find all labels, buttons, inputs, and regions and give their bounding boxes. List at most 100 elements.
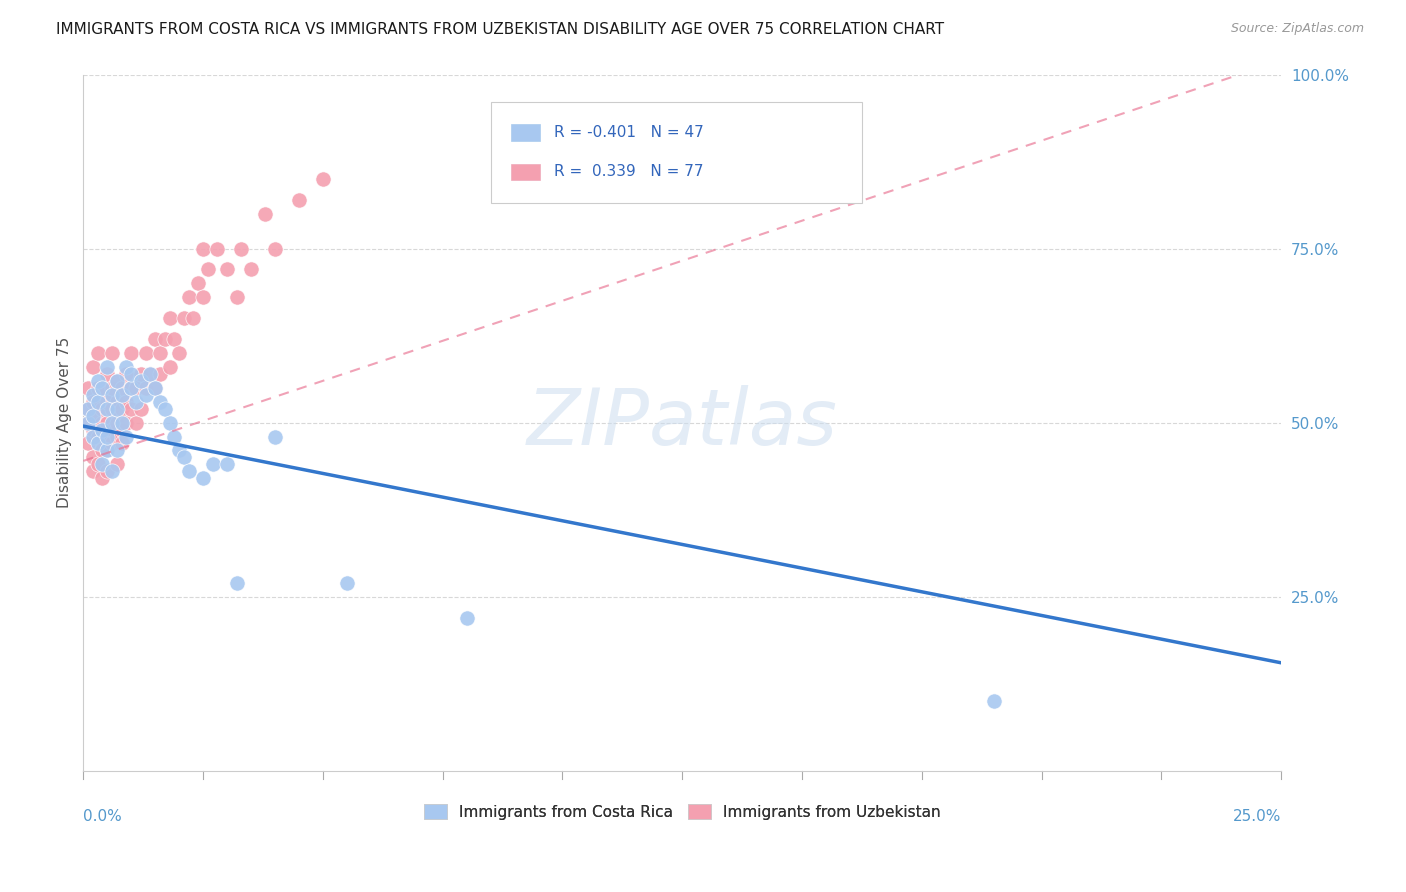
Point: [207, 242, 229, 256]
Point: [111, 401, 134, 416]
Point: [82, 423, 104, 437]
Point: [105, 443, 128, 458]
Point: [129, 367, 152, 381]
Point: [77, 381, 100, 395]
Point: [288, 193, 311, 207]
Point: [983, 694, 1005, 708]
Point: [77, 401, 100, 416]
Point: [231, 242, 253, 256]
Point: [115, 367, 138, 381]
Point: [139, 367, 162, 381]
Point: [101, 464, 124, 478]
Point: [456, 610, 478, 624]
Point: [96, 367, 118, 381]
Point: [86, 381, 108, 395]
Point: [105, 429, 128, 443]
Point: [96, 464, 118, 478]
Point: [143, 332, 166, 346]
Point: [96, 359, 118, 374]
Point: [120, 381, 142, 395]
Point: [91, 423, 114, 437]
Point: [125, 394, 148, 409]
Point: [120, 381, 142, 395]
FancyBboxPatch shape: [510, 124, 540, 141]
Point: [86, 409, 108, 423]
Point: [120, 401, 142, 416]
Point: [143, 381, 166, 395]
Text: R = -0.401   N = 47: R = -0.401 N = 47: [554, 125, 704, 140]
Point: [254, 207, 277, 221]
Point: [91, 471, 114, 485]
Point: [183, 311, 205, 326]
Point: [105, 374, 128, 388]
Point: [101, 381, 124, 395]
FancyBboxPatch shape: [510, 163, 540, 180]
Point: [167, 346, 190, 360]
Point: [215, 458, 238, 472]
Text: 25.0%: 25.0%: [1233, 809, 1281, 824]
Point: [187, 277, 209, 291]
Point: [91, 458, 114, 472]
Legend: Immigrants from Costa Rica, Immigrants from Uzbekistan: Immigrants from Costa Rica, Immigrants f…: [418, 797, 946, 826]
Text: Source: ZipAtlas.com: Source: ZipAtlas.com: [1230, 22, 1364, 36]
Point: [159, 416, 181, 430]
Point: [115, 394, 138, 409]
Point: [115, 429, 138, 443]
Point: [120, 346, 142, 360]
Point: [240, 262, 263, 277]
Point: [177, 464, 200, 478]
Point: [82, 409, 104, 423]
Point: [153, 401, 176, 416]
Point: [264, 242, 287, 256]
Point: [77, 436, 100, 450]
Point: [149, 394, 172, 409]
Point: [125, 381, 148, 395]
Point: [129, 374, 152, 388]
Point: [96, 394, 118, 409]
Point: [115, 416, 138, 430]
Point: [86, 374, 108, 388]
Point: [82, 388, 104, 402]
Point: [96, 443, 118, 458]
Point: [336, 575, 359, 590]
Point: [105, 394, 128, 409]
Point: [167, 443, 190, 458]
Point: [191, 290, 214, 304]
Point: [191, 471, 214, 485]
Point: [135, 388, 157, 402]
Point: [96, 429, 118, 443]
Point: [96, 401, 118, 416]
Point: [82, 394, 104, 409]
Text: ZIPatlas: ZIPatlas: [527, 384, 838, 460]
Point: [101, 436, 124, 450]
Point: [177, 290, 200, 304]
Point: [101, 416, 124, 430]
Point: [105, 374, 128, 388]
Point: [82, 429, 104, 443]
Point: [105, 401, 128, 416]
Point: [91, 381, 114, 395]
Point: [201, 458, 224, 472]
Point: [264, 429, 287, 443]
Point: [91, 381, 114, 395]
Point: [101, 346, 124, 360]
Point: [173, 450, 195, 465]
Point: [135, 346, 157, 360]
Point: [139, 367, 162, 381]
Point: [149, 367, 172, 381]
Point: [96, 443, 118, 458]
Point: [86, 394, 108, 409]
Point: [86, 458, 108, 472]
Point: [215, 262, 238, 277]
Point: [96, 429, 118, 443]
Point: [197, 262, 219, 277]
Point: [115, 359, 138, 374]
Text: IMMIGRANTS FROM COSTA RICA VS IMMIGRANTS FROM UZBEKISTAN DISABILITY AGE OVER 75 : IMMIGRANTS FROM COSTA RICA VS IMMIGRANTS…: [56, 22, 945, 37]
Point: [77, 401, 100, 416]
Point: [77, 416, 100, 430]
Point: [153, 332, 176, 346]
Point: [312, 172, 335, 186]
FancyBboxPatch shape: [491, 103, 862, 203]
Point: [96, 416, 118, 430]
Point: [86, 346, 108, 360]
